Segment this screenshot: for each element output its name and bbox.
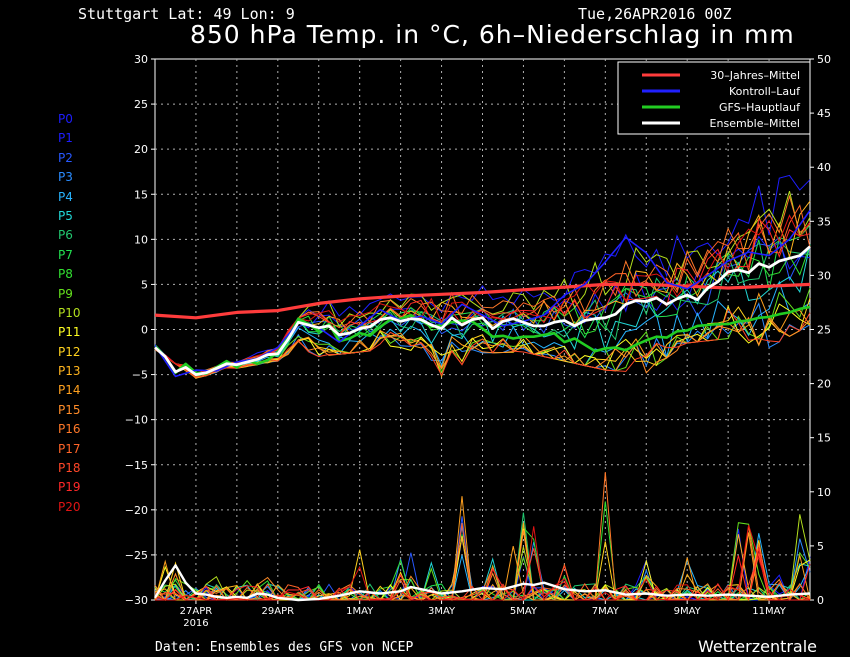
x-tick-label: 5MAY bbox=[510, 606, 538, 617]
member-label-p4: P4 bbox=[58, 189, 73, 204]
member-label-p12: P12 bbox=[58, 344, 81, 359]
legend-label: 30–Jahres–Mittel bbox=[710, 69, 800, 82]
member-temp-line-p19 bbox=[154, 217, 811, 374]
right-tick-label: 35 bbox=[817, 215, 831, 228]
member-label-p15: P15 bbox=[58, 402, 81, 417]
member-label-p11: P11 bbox=[58, 325, 81, 340]
member-label-p3: P3 bbox=[58, 170, 73, 185]
right-tick-label: 25 bbox=[817, 324, 831, 337]
left-tick-label: −15 bbox=[125, 459, 148, 472]
x-tick-label: 27APR bbox=[180, 606, 213, 617]
x-tick-label: 1MAY bbox=[346, 606, 374, 617]
member-temp-line-p16 bbox=[154, 194, 811, 375]
member-temp-line-p1 bbox=[154, 174, 811, 373]
right-tick-label: 15 bbox=[817, 432, 831, 445]
series-line-jahres-mittel bbox=[154, 282, 811, 320]
member-label-p2: P2 bbox=[58, 150, 73, 165]
left-tick-label: −30 bbox=[125, 594, 148, 607]
member-label-p14: P14 bbox=[58, 383, 81, 398]
run-label: Tue,26APR2016 00Z bbox=[578, 5, 732, 23]
legend-label: Ensemble–Mittel bbox=[710, 117, 800, 130]
left-tick-label: −25 bbox=[125, 549, 148, 562]
member-precip-line-p20 bbox=[154, 524, 811, 602]
right-tick-label: 5 bbox=[817, 540, 824, 553]
right-tick-label: 30 bbox=[817, 269, 831, 282]
x-tick-label: 11MAY bbox=[752, 606, 786, 617]
member-label-p16: P16 bbox=[58, 422, 81, 437]
member-label-p18: P18 bbox=[58, 461, 81, 476]
member-label-p13: P13 bbox=[58, 364, 81, 379]
legend-label: Kontroll–Lauf bbox=[729, 85, 801, 98]
series-line-ensemble-mittel bbox=[154, 245, 811, 376]
x-tick-label: 3MAY bbox=[428, 606, 456, 617]
member-label-p17: P17 bbox=[58, 441, 81, 456]
left-tick-label: 15 bbox=[134, 188, 148, 201]
x-tick-label: 9MAY bbox=[674, 606, 702, 617]
member-label-p20: P20 bbox=[58, 499, 81, 514]
member-label-p1: P1 bbox=[58, 131, 73, 146]
series-line-ensemble-mittel-niederschlag bbox=[153, 564, 811, 602]
member-precip-line-p14 bbox=[154, 496, 811, 602]
ensemble-member-list: P0 P1 P2 P3 P4 P5 P6 P7 P8 P9 P10 P11 P12 P13 P14 P15 P1… bbox=[58, 110, 81, 517]
member-label-p8: P8 bbox=[58, 267, 73, 282]
member-label-p5: P5 bbox=[58, 208, 73, 223]
data-source: Daten: Ensembles des GFS von NCEP bbox=[155, 640, 414, 655]
left-tick-label: −5 bbox=[132, 369, 148, 382]
member-label-p6: P6 bbox=[58, 228, 73, 243]
left-tick-label: −10 bbox=[125, 414, 148, 427]
left-tick-label: 25 bbox=[134, 98, 148, 111]
member-label-p10: P10 bbox=[58, 305, 81, 320]
member-label-p7: P7 bbox=[58, 247, 73, 262]
left-tick-label: 5 bbox=[141, 278, 148, 291]
member-label-p9: P9 bbox=[58, 286, 73, 301]
right-tick-label: 10 bbox=[817, 486, 831, 499]
right-tick-label: 50 bbox=[817, 53, 831, 66]
x-year-label: 2016 bbox=[183, 618, 208, 629]
x-tick-label: 29APR bbox=[262, 606, 295, 617]
left-tick-label: −20 bbox=[125, 504, 148, 517]
series-line-gfs-hauptlauf bbox=[154, 305, 811, 375]
left-tick-label: 10 bbox=[134, 233, 148, 246]
member-precip-line-p18 bbox=[154, 548, 810, 602]
right-tick-label: 40 bbox=[817, 161, 831, 174]
brand-label: Wetterzentrale bbox=[698, 637, 818, 656]
legend-label: GFS–Hauptlauf bbox=[719, 101, 801, 114]
left-tick-label: 0 bbox=[141, 324, 148, 337]
member-precip-line-p5 bbox=[154, 557, 811, 602]
member-temp-line-p4 bbox=[154, 280, 811, 378]
member-label-p0: P0 bbox=[58, 112, 73, 126]
right-tick-label: 45 bbox=[817, 107, 831, 120]
x-tick-label: 7MAY bbox=[592, 606, 620, 617]
location-label: Stuttgart Lat: 49 Lon: 9 bbox=[78, 5, 295, 23]
right-tick-label: 20 bbox=[817, 378, 831, 391]
chart-title: 850 hPa Temp. in °C, 6h–Niederschlag in … bbox=[190, 20, 795, 49]
left-tick-label: 20 bbox=[134, 143, 148, 156]
right-tick-label: 0 bbox=[817, 594, 824, 607]
left-tick-label: 30 bbox=[134, 53, 148, 66]
member-label-p19: P19 bbox=[58, 480, 81, 495]
